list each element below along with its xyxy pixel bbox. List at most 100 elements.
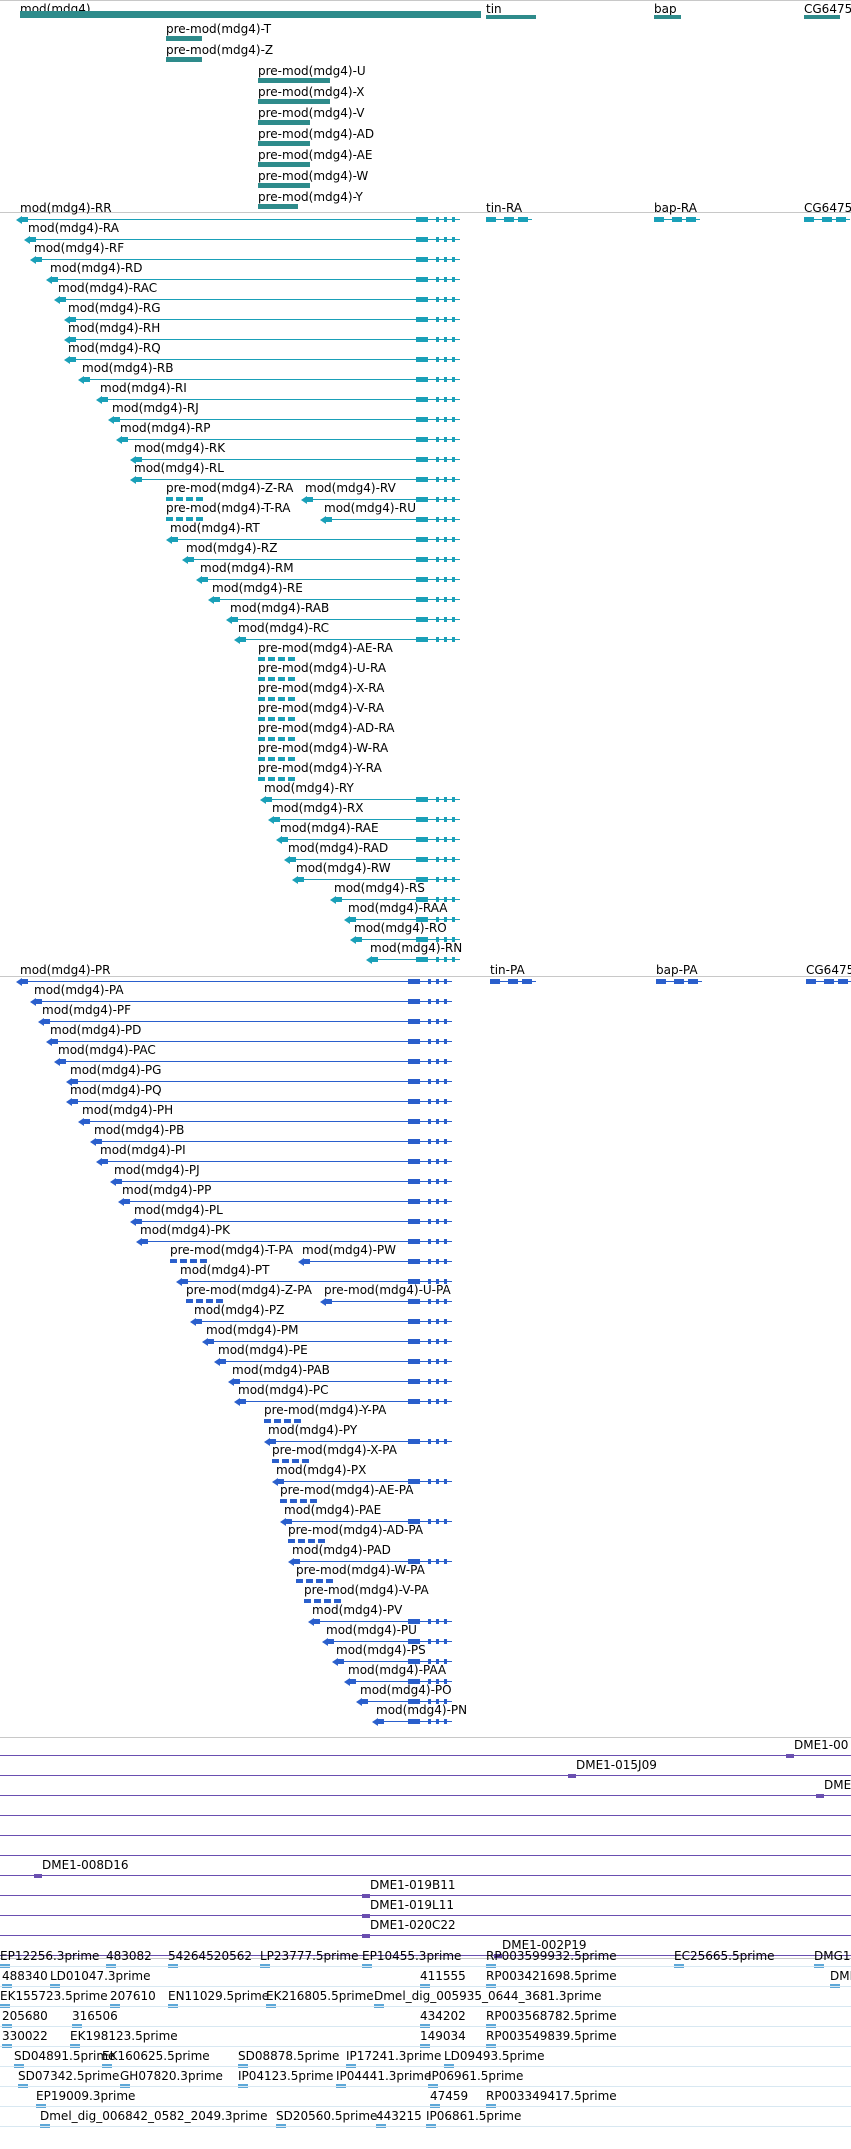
exon-block[interactable] xyxy=(96,1139,102,1144)
transcript-line[interactable] xyxy=(94,1141,452,1142)
feature-label[interactable]: pre-mod(mdg4)-T-RA xyxy=(166,501,291,515)
exon-block[interactable] xyxy=(142,1239,148,1244)
feature-label[interactable]: RP003349417.5prime xyxy=(486,2089,617,2103)
feature-label[interactable]: mod(mdg4)-RU xyxy=(324,501,417,515)
feature-label[interactable]: mod(mdg4)-PD xyxy=(50,1023,142,1037)
feature-label[interactable]: mod(mdg4)-RW xyxy=(296,861,391,875)
gene-bar[interactable] xyxy=(258,99,330,104)
exon-block[interactable] xyxy=(428,1339,431,1344)
exon-block[interactable] xyxy=(452,437,455,442)
feature-label[interactable]: SD20560.5prime xyxy=(276,2109,378,2123)
feature-label[interactable]: pre-mod(mdg4)-AE xyxy=(258,148,373,162)
feature-label[interactable]: EK160625.5prime xyxy=(102,2049,210,2063)
transcript-line[interactable] xyxy=(656,981,702,982)
exon-block[interactable] xyxy=(436,237,439,242)
transcript-line[interactable] xyxy=(42,1021,452,1022)
exon-block[interactable] xyxy=(408,1019,420,1024)
exon-block[interactable] xyxy=(428,1399,431,1404)
exon-block[interactable] xyxy=(436,1319,439,1324)
feature-label[interactable]: mod(mdg4)-PY xyxy=(268,1423,358,1437)
exon-block[interactable] xyxy=(122,437,128,442)
exon-block[interactable] xyxy=(234,1379,240,1384)
feature-label[interactable]: DME1-015J09 xyxy=(576,1758,657,1772)
feature-label[interactable]: DME1-019L11 xyxy=(370,1898,454,1912)
exon-block[interactable] xyxy=(428,1299,431,1304)
exon-block[interactable] xyxy=(452,617,455,622)
exon-block[interactable] xyxy=(326,1579,333,1583)
exon-block[interactable] xyxy=(296,1579,303,1583)
exon-block[interactable] xyxy=(428,1079,431,1084)
exon-block[interactable] xyxy=(408,1339,420,1344)
feature-label[interactable]: RP003568782.5prime xyxy=(486,2009,617,2023)
exon-block[interactable] xyxy=(416,297,428,302)
transcript-line[interactable] xyxy=(50,279,460,280)
est-line[interactable] xyxy=(0,2086,851,2087)
exon-block[interactable] xyxy=(416,457,428,462)
exon-block[interactable] xyxy=(290,1499,297,1503)
exon-block[interactable] xyxy=(272,1459,279,1463)
exon-block[interactable] xyxy=(258,657,265,661)
exon-block[interactable] xyxy=(206,1299,213,1303)
transcript-line[interactable] xyxy=(232,1381,452,1382)
exon-block[interactable] xyxy=(428,1199,431,1204)
exon-block[interactable] xyxy=(416,357,428,362)
exon-block[interactable] xyxy=(408,1319,420,1324)
exon-block[interactable] xyxy=(268,757,275,761)
clone-line[interactable] xyxy=(0,1755,851,1756)
feature-label[interactable]: mod(mdg4)-PJ xyxy=(114,1163,200,1177)
transcript-line[interactable] xyxy=(272,819,460,820)
exon-block[interactable] xyxy=(436,1039,439,1044)
feature-label[interactable]: DME1-008D16 xyxy=(42,1858,129,1872)
exon-block[interactable] xyxy=(444,1139,447,1144)
transcript-line[interactable] xyxy=(312,1621,452,1622)
exon-block[interactable] xyxy=(436,1619,439,1624)
feature-label[interactable]: pre-mod(mdg4)-U xyxy=(258,64,366,78)
feature-label[interactable]: mod(mdg4)-RS xyxy=(334,881,425,895)
exon-block[interactable] xyxy=(416,637,428,642)
transcript-line[interactable] xyxy=(238,1401,452,1402)
exon-block[interactable] xyxy=(444,417,447,422)
exon-block[interactable] xyxy=(428,1099,431,1104)
exon-block[interactable] xyxy=(428,1719,431,1724)
feature-label[interactable]: mod(mdg4)-PW xyxy=(302,1243,397,1257)
exon-block[interactable] xyxy=(304,1599,311,1603)
exon-block[interactable] xyxy=(444,297,447,302)
feature-label[interactable]: mod(mdg4)-PK xyxy=(140,1223,231,1237)
feature-label[interactable]: IP04441.3prime xyxy=(336,2069,432,2083)
exon-block[interactable] xyxy=(436,1079,439,1084)
feature-label[interactable]: DME1-002P19 xyxy=(502,1938,587,1952)
feature-label[interactable]: mod(mdg4)-PC xyxy=(238,1383,329,1397)
exon-block[interactable] xyxy=(278,757,285,761)
exon-block[interactable] xyxy=(436,1239,439,1244)
exon-block[interactable] xyxy=(216,1299,223,1303)
feature-label[interactable]: IP06861.5prime xyxy=(426,2109,522,2123)
exon-block[interactable] xyxy=(452,337,455,342)
feature-label[interactable]: 47459 xyxy=(430,2089,469,2103)
feature-label[interactable]: 205680 xyxy=(2,2009,48,2023)
exon-block[interactable] xyxy=(452,877,455,882)
exon-block[interactable] xyxy=(182,1279,188,1284)
feature-label[interactable]: LD09493.5prime xyxy=(444,2049,545,2063)
feature-label[interactable]: 316506 xyxy=(72,2009,118,2023)
clone-end[interactable] xyxy=(816,1794,824,1798)
exon-block[interactable] xyxy=(338,1659,344,1664)
exon-block[interactable] xyxy=(428,1059,431,1064)
exon-block[interactable] xyxy=(258,697,265,701)
exon-block[interactable] xyxy=(444,1639,447,1644)
exon-block[interactable] xyxy=(436,1639,439,1644)
feature-label[interactable]: mod(mdg4)-PL xyxy=(134,1203,223,1217)
feature-label[interactable]: EK216805.5prime xyxy=(266,1989,374,2003)
transcript-line[interactable] xyxy=(58,1061,452,1062)
transcript-line[interactable] xyxy=(140,1241,452,1242)
exon-block[interactable] xyxy=(428,1559,431,1564)
exon-block[interactable] xyxy=(416,337,428,342)
exon-block[interactable] xyxy=(84,377,90,382)
exon-block[interactable] xyxy=(408,1199,420,1204)
exon-block[interactable] xyxy=(444,637,447,642)
exon-block[interactable] xyxy=(436,979,439,984)
exon-block[interactable] xyxy=(306,1579,313,1583)
exon-block[interactable] xyxy=(408,1479,420,1484)
exon-block[interactable] xyxy=(444,1479,447,1484)
exon-block[interactable] xyxy=(288,677,295,681)
gene-bar[interactable] xyxy=(654,15,681,19)
